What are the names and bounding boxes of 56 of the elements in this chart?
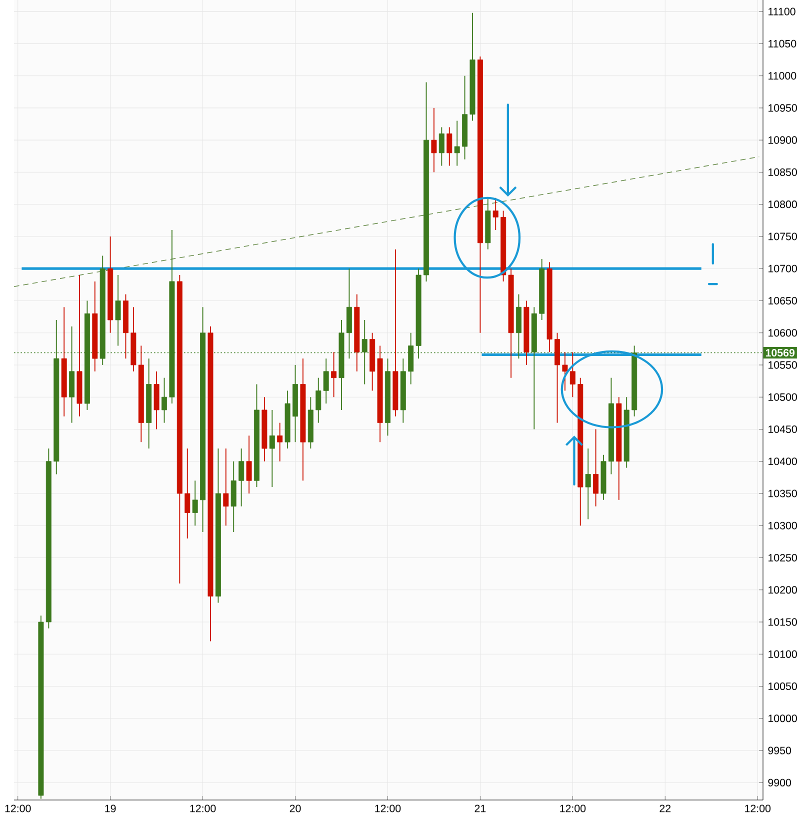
x-tick-label: 19 <box>105 804 116 812</box>
y-tick-label: 10950 <box>768 104 797 112</box>
x-tick-label: 21 <box>474 804 486 812</box>
x-tick-label: 12:00 <box>560 804 586 812</box>
candlestick <box>246 435 252 494</box>
candlestick <box>585 448 591 520</box>
candlestick <box>562 352 568 392</box>
candlestick <box>277 422 283 462</box>
candlestick <box>570 352 576 398</box>
candlestick <box>446 126 452 166</box>
y-tick-label: 10400 <box>768 458 797 466</box>
y-tick-label: 10500 <box>768 393 797 401</box>
y-tick-label: 11000 <box>768 72 796 80</box>
y-tick-label: 10300 <box>768 522 797 530</box>
x-tick-label: 12:00 <box>5 804 31 812</box>
candlestick <box>316 377 322 424</box>
candlestick <box>184 448 190 539</box>
y-tick-label: 10850 <box>768 168 797 176</box>
candlestick <box>593 428 599 507</box>
x-tick-label: 12:00 <box>375 804 401 812</box>
x-tick-label: 12:00 <box>190 804 216 812</box>
y-tick-label: 10350 <box>768 490 797 498</box>
y-tick-label: 10750 <box>768 232 797 240</box>
y-tick-label: 9900 <box>768 778 792 786</box>
y-tick-label: 10650 <box>768 296 797 304</box>
y-tick-label: 10000 <box>768 714 797 722</box>
y-tick-label: 10550 <box>768 361 797 369</box>
candlestick <box>431 107 437 173</box>
x-tick-label: 20 <box>290 804 301 812</box>
y-tick-label: 10700 <box>768 264 797 272</box>
candlestick <box>269 409 275 488</box>
y-tick-label: 10150 <box>768 618 797 626</box>
candlestick <box>115 274 121 346</box>
y-tick-label: 10450 <box>768 425 797 434</box>
y-tick-label: 9950 <box>768 746 792 754</box>
y-tick-label: 10100 <box>768 650 797 658</box>
candlestick <box>331 352 337 398</box>
y-tick-label: 10200 <box>768 586 797 594</box>
candlestick <box>223 448 229 526</box>
y-tick-label: 10900 <box>768 136 797 144</box>
y-tick-label: 11050 <box>768 40 796 48</box>
candlestick <box>454 120 460 166</box>
candlestick <box>438 126 444 166</box>
y-tick-label: 10600 <box>768 329 797 337</box>
y-tick-label: 10250 <box>768 554 797 562</box>
ref-line-label: 10569 <box>766 348 795 357</box>
candlestick <box>323 358 329 404</box>
y-tick-label: 10050 <box>768 682 797 690</box>
candlestick <box>492 197 498 231</box>
x-tick-label: 12:00 <box>745 804 771 812</box>
x-tick-label: 22 <box>660 804 671 812</box>
candlestick <box>238 448 244 507</box>
y-tick-label: 10800 <box>768 200 797 208</box>
candlestick <box>192 480 198 526</box>
candlestick <box>162 377 168 424</box>
y-tick-label: 11100 <box>768 8 796 16</box>
